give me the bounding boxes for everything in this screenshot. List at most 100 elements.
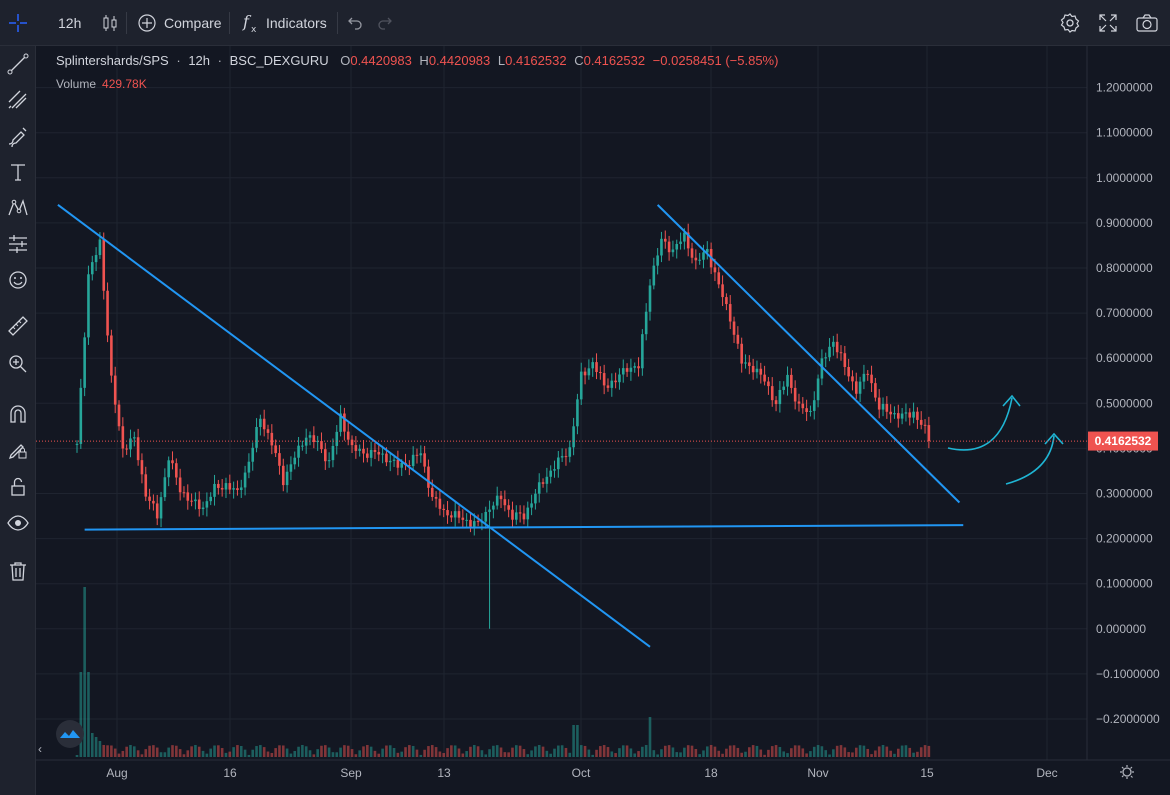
volume-bar [755, 745, 759, 757]
emoji-tool[interactable] [4, 266, 32, 294]
volume-bar [511, 747, 514, 757]
lock-all-tool[interactable] [4, 473, 32, 501]
stay-in-drawing-tool[interactable] [4, 436, 32, 464]
collapse-toolbar-arrow[interactable]: ‹ [38, 742, 42, 756]
remove-drawings-tool[interactable] [4, 557, 32, 585]
text-tool[interactable] [4, 158, 32, 186]
candle-body [522, 513, 526, 520]
time-tick-label: Aug [106, 766, 127, 780]
trendline-tool[interactable] [4, 50, 32, 78]
price-tick-label: 0.3000000 [1096, 487, 1153, 501]
time-axis-settings[interactable] [1120, 765, 1134, 779]
volume-bar [457, 748, 461, 757]
price-tick-label: 0.6000000 [1096, 351, 1153, 365]
compare-button[interactable]: Compare [137, 0, 222, 46]
redo-button[interactable] [377, 0, 393, 46]
candle-body [232, 488, 235, 490]
candle-body [503, 499, 507, 506]
candle-body [583, 371, 587, 376]
candle-body [606, 385, 610, 388]
candle-body [281, 465, 285, 486]
price-tick-label: 0.7000000 [1096, 306, 1153, 320]
crosshair-corner[interactable] [0, 0, 36, 46]
candle-body [354, 445, 358, 451]
volume-bar [877, 746, 881, 757]
volume-bar [675, 752, 679, 757]
settings-button[interactable] [1059, 0, 1081, 46]
volume-bar [904, 745, 908, 757]
volume-bar [308, 750, 312, 757]
zoom-in-icon [9, 355, 27, 373]
candle-body [900, 413, 904, 419]
candle-body [778, 389, 782, 405]
hide-tool[interactable] [4, 509, 32, 537]
pattern-tool[interactable] [4, 194, 32, 222]
volume-bar [572, 725, 575, 757]
candle-body [721, 284, 724, 298]
volume-bar [461, 753, 465, 757]
volume-bar [350, 749, 354, 757]
logo-badge[interactable] [56, 720, 84, 748]
high-key: H [419, 53, 429, 68]
candle-body [595, 362, 598, 373]
candle-body [889, 411, 892, 415]
volume-bar [908, 747, 912, 757]
crosshair-icon [9, 14, 27, 32]
zoom-tool[interactable] [4, 350, 32, 378]
symbol-name[interactable]: Splintershards/SPS [56, 53, 169, 68]
trash-icon [10, 562, 26, 581]
forecast-tool[interactable] [4, 230, 32, 258]
volume-bar [805, 753, 808, 757]
volume-bar [205, 753, 209, 757]
volume-bar [87, 672, 90, 757]
candle-body [579, 371, 583, 400]
candle-body [518, 512, 522, 514]
magnet-tool[interactable] [4, 400, 32, 428]
volume-bar [568, 752, 572, 757]
volume-bar [430, 745, 434, 757]
volume-bar [362, 746, 365, 757]
volume-bar [113, 748, 117, 757]
chart-type-button[interactable] [101, 0, 119, 46]
candle-body [90, 262, 94, 275]
interval-button[interactable]: 12h [58, 15, 82, 31]
price-chart[interactable]: 1.2000000 1.1000000 1.0000000 0.9000000 0.80… [36, 46, 1170, 795]
fib-retracement-icon [8, 90, 27, 109]
volume-bar [335, 752, 339, 757]
candle-body [763, 374, 766, 382]
candle-body [809, 410, 812, 412]
fullscreen-button[interactable] [1098, 0, 1118, 46]
time-tick-label: 18 [704, 766, 718, 780]
volume-bar [790, 748, 793, 757]
undo-button[interactable] [347, 0, 363, 46]
brush-tool[interactable] [4, 122, 32, 150]
volume-bar [606, 747, 610, 757]
volume-bar [259, 745, 262, 757]
plus-circle-icon [138, 14, 156, 32]
indicators-label: Indicators [266, 15, 327, 31]
volume-bar [152, 745, 155, 757]
screenshot-button[interactable] [1135, 0, 1159, 46]
ruler-tool[interactable] [4, 312, 32, 340]
candle-body [205, 501, 209, 508]
candle-body [362, 448, 365, 454]
volume-bar [495, 745, 499, 757]
trendline-drawings [57, 204, 964, 648]
candle-body [610, 380, 614, 388]
volume-bar [893, 753, 896, 757]
candle-body [87, 274, 90, 338]
volume-bar [854, 747, 858, 757]
price-tick-label: 1.2000000 [1096, 81, 1153, 95]
volume-bar [197, 746, 201, 757]
candle-body [495, 495, 499, 506]
fib-tool[interactable] [4, 86, 32, 114]
candle-body [411, 454, 415, 467]
candle-body [289, 464, 293, 472]
price-tick-label: 0.000000 [1096, 622, 1146, 636]
volume-bar [637, 751, 640, 757]
price-axis: 1.2000000 1.1000000 1.0000000 0.9000000 0.80… [1096, 81, 1160, 726]
open-key: O [340, 53, 351, 68]
candle-body [912, 411, 915, 418]
volume-bar [224, 752, 228, 757]
